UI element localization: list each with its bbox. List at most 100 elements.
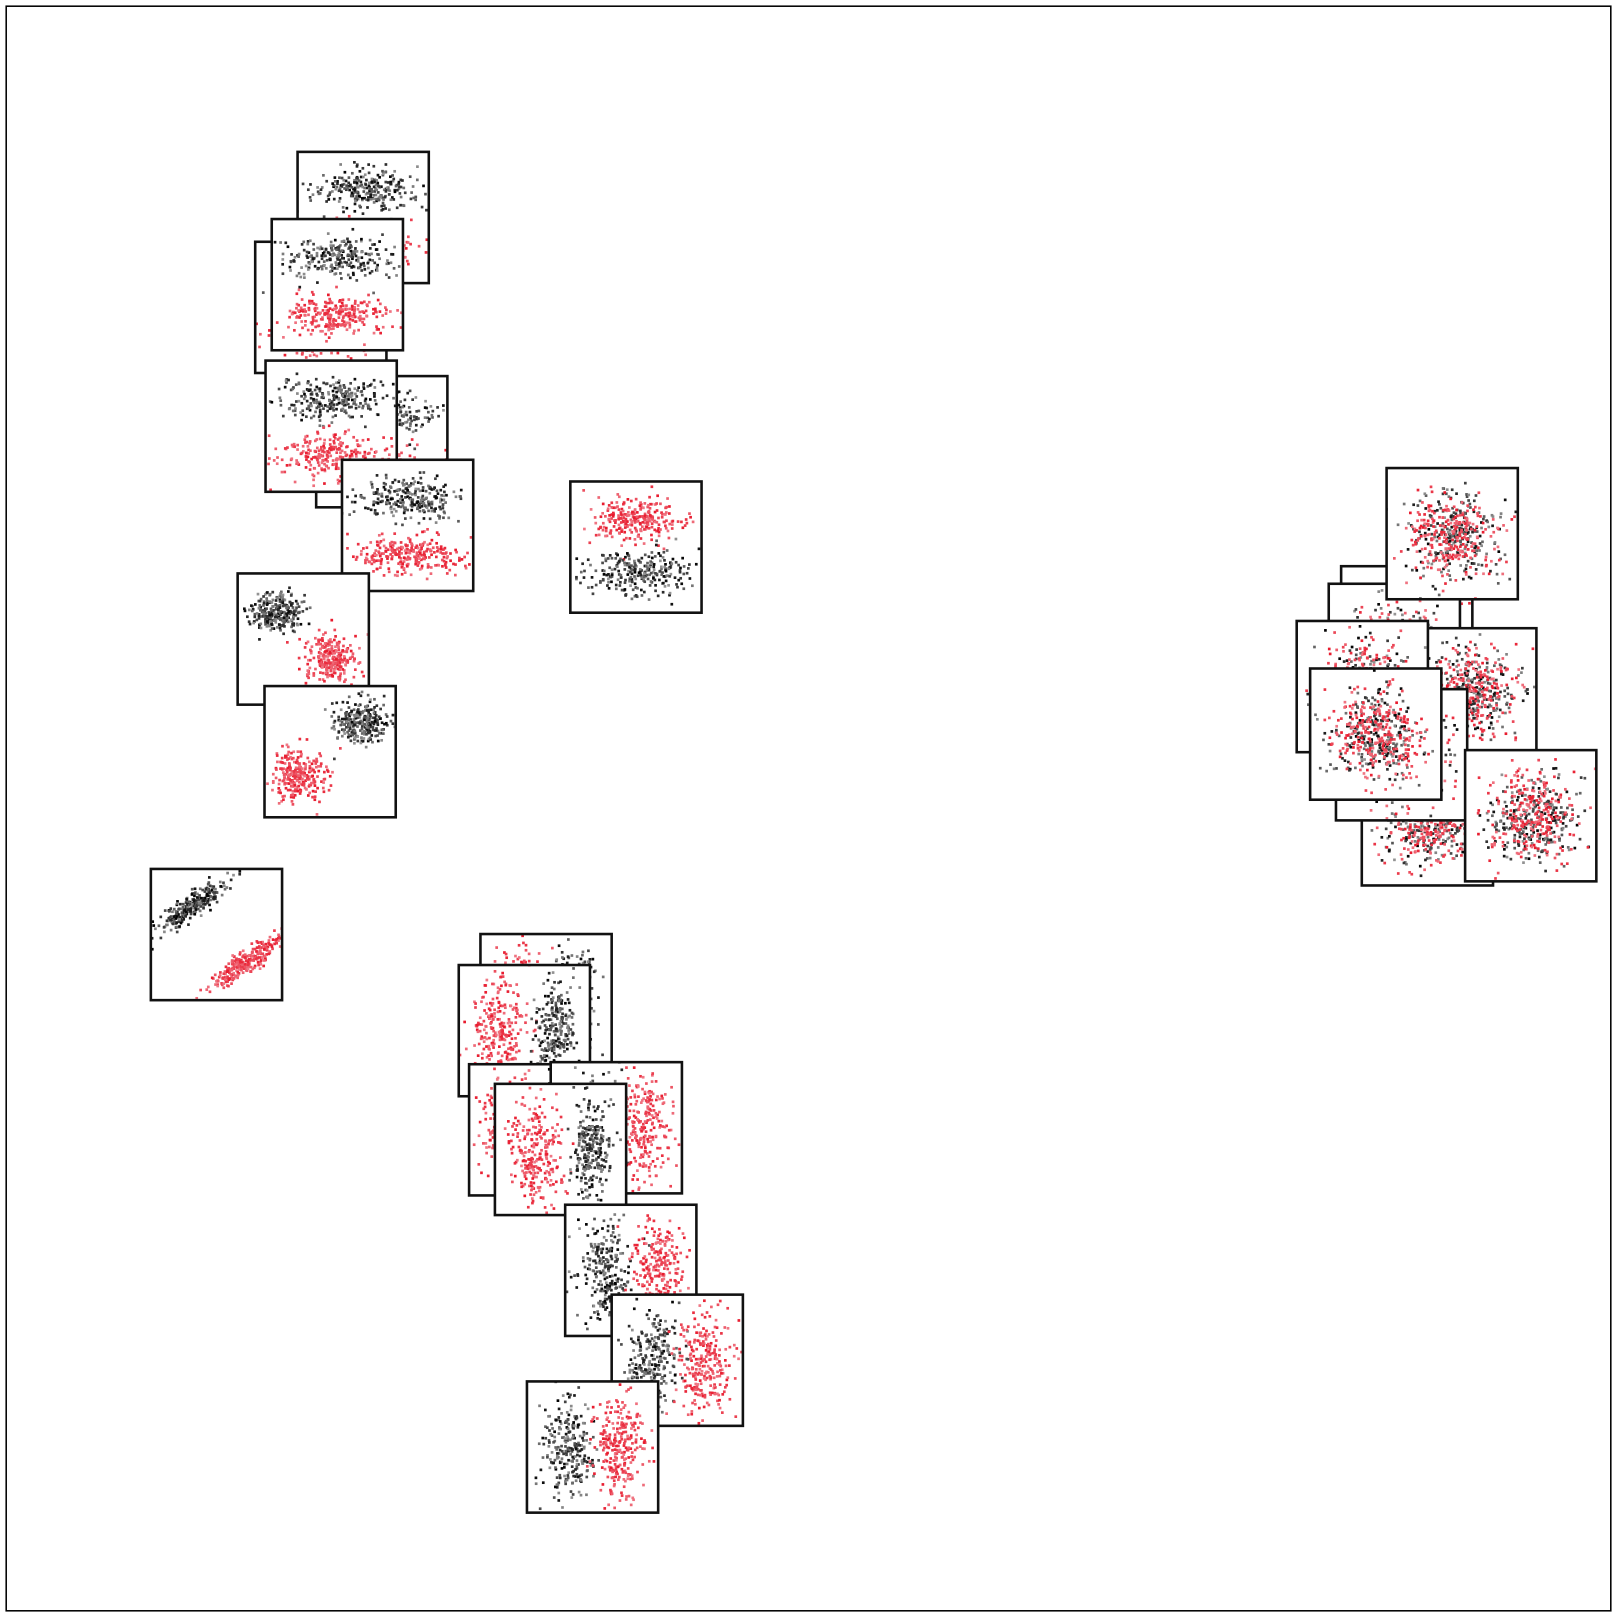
point [381,499,384,503]
point [294,407,297,410]
point [439,499,443,502]
point [670,527,674,530]
point [340,249,344,253]
point [328,321,332,325]
point [282,336,285,339]
point [429,405,433,408]
point [380,557,384,561]
point [406,235,410,239]
point [401,523,404,527]
point [330,351,333,355]
point [268,400,272,403]
point [423,530,426,533]
point [257,613,261,616]
point [334,304,338,308]
point [330,715,334,718]
point [385,447,389,451]
point [463,555,466,559]
point [304,441,307,444]
point [353,209,357,213]
point [317,642,321,646]
point [376,734,379,737]
point [602,569,606,573]
point [324,645,327,649]
point [367,171,371,175]
point [630,523,634,527]
point [387,208,391,212]
point [348,714,351,718]
point [338,299,342,302]
point [399,178,403,182]
point [391,481,395,484]
point [387,570,391,574]
point [426,563,430,566]
point [292,623,295,627]
point [320,404,324,407]
point [259,608,263,612]
point [659,554,662,558]
point [420,566,424,570]
point [319,188,323,192]
point [382,204,386,208]
point [308,468,312,471]
point [297,784,301,788]
point [685,521,689,525]
point [635,520,639,523]
point [430,413,434,417]
point [329,674,333,678]
point [650,562,653,566]
point [335,451,339,454]
point [306,756,310,760]
point [413,418,416,422]
point [575,575,578,579]
point [215,900,219,904]
point [306,381,310,385]
point [339,308,342,311]
point [258,345,261,349]
point [439,507,443,511]
point [350,191,354,195]
point [294,773,298,776]
point [253,615,257,619]
point [306,445,310,448]
point [597,527,601,531]
point [286,611,290,615]
point [372,560,376,564]
point [337,200,341,203]
point [366,452,370,456]
point [644,564,648,568]
point [258,604,262,607]
point [368,736,372,740]
point [594,583,598,587]
point [648,495,651,499]
point [350,398,354,402]
point [190,887,194,891]
point [278,606,282,609]
point [282,773,286,777]
point [309,463,313,467]
point [688,563,691,566]
point [432,508,436,511]
point [593,516,597,519]
point [285,619,289,623]
point [637,571,641,575]
point [373,719,377,723]
point [669,572,673,576]
point [172,919,176,923]
point [633,567,637,571]
point [345,206,349,210]
point [277,617,281,620]
point [308,440,312,443]
point [339,475,342,478]
point [643,580,647,584]
point [357,692,361,696]
point [312,399,315,403]
point [402,560,406,563]
point [374,248,378,251]
point [613,567,617,571]
point [322,173,325,177]
point [328,407,332,411]
point [299,776,302,780]
point [315,251,319,255]
point [658,559,662,563]
